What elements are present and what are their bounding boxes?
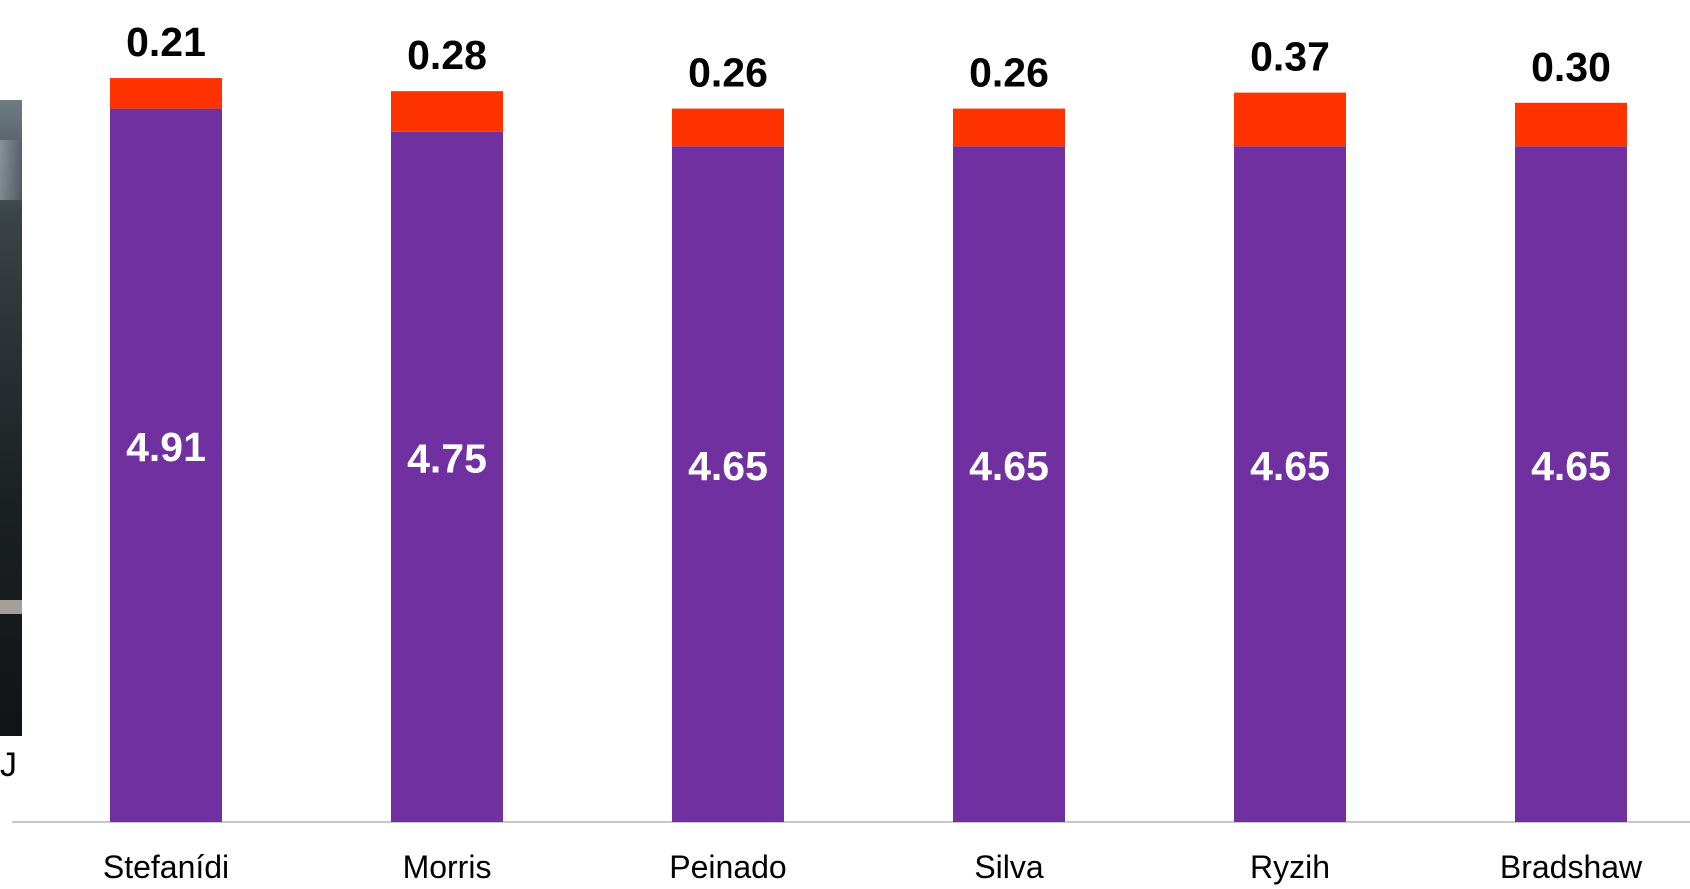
bar-segment-base [110, 108, 222, 822]
bar-segment-base [391, 131, 503, 822]
data-label-top: 0.26 [969, 50, 1049, 96]
data-label-top: 0.30 [1531, 44, 1611, 90]
x-tick-label: Ryzih [1250, 849, 1330, 885]
fragment-glyph: J [0, 746, 17, 784]
data-label-base: 4.65 [688, 443, 768, 489]
x-tick-label: Silva [974, 849, 1044, 885]
x-tick-label: Bradshaw [1500, 849, 1643, 885]
x-tick-label: Stefanídi [103, 849, 229, 885]
bar-segment-top [953, 108, 1065, 147]
bar-segment-top [672, 108, 784, 147]
data-label-top: 0.21 [126, 19, 206, 65]
data-label-base: 4.75 [407, 436, 487, 482]
bar-segment-top [1515, 102, 1627, 147]
bar-segment-base [1234, 146, 1346, 823]
data-label-top: 0.26 [688, 50, 768, 96]
data-label-top: 0.28 [407, 32, 487, 78]
bar-segment-base [672, 146, 784, 823]
bar-segment-top [391, 91, 503, 132]
x-tick-label: Morris [403, 849, 492, 885]
data-label-base: 4.65 [1250, 443, 1330, 489]
data-label-top: 0.37 [1250, 34, 1330, 80]
data-label-base: 4.91 [126, 424, 206, 470]
bar-segment-base [1515, 146, 1627, 823]
data-label-base: 4.65 [1531, 443, 1611, 489]
data-label-base: 4.65 [969, 443, 1049, 489]
bar-segment-base [953, 146, 1065, 823]
bar-segment-top [110, 78, 222, 109]
photo-fragment [0, 100, 22, 736]
x-tick-label: Peinado [669, 849, 786, 885]
bar-segment-top [1234, 92, 1346, 147]
